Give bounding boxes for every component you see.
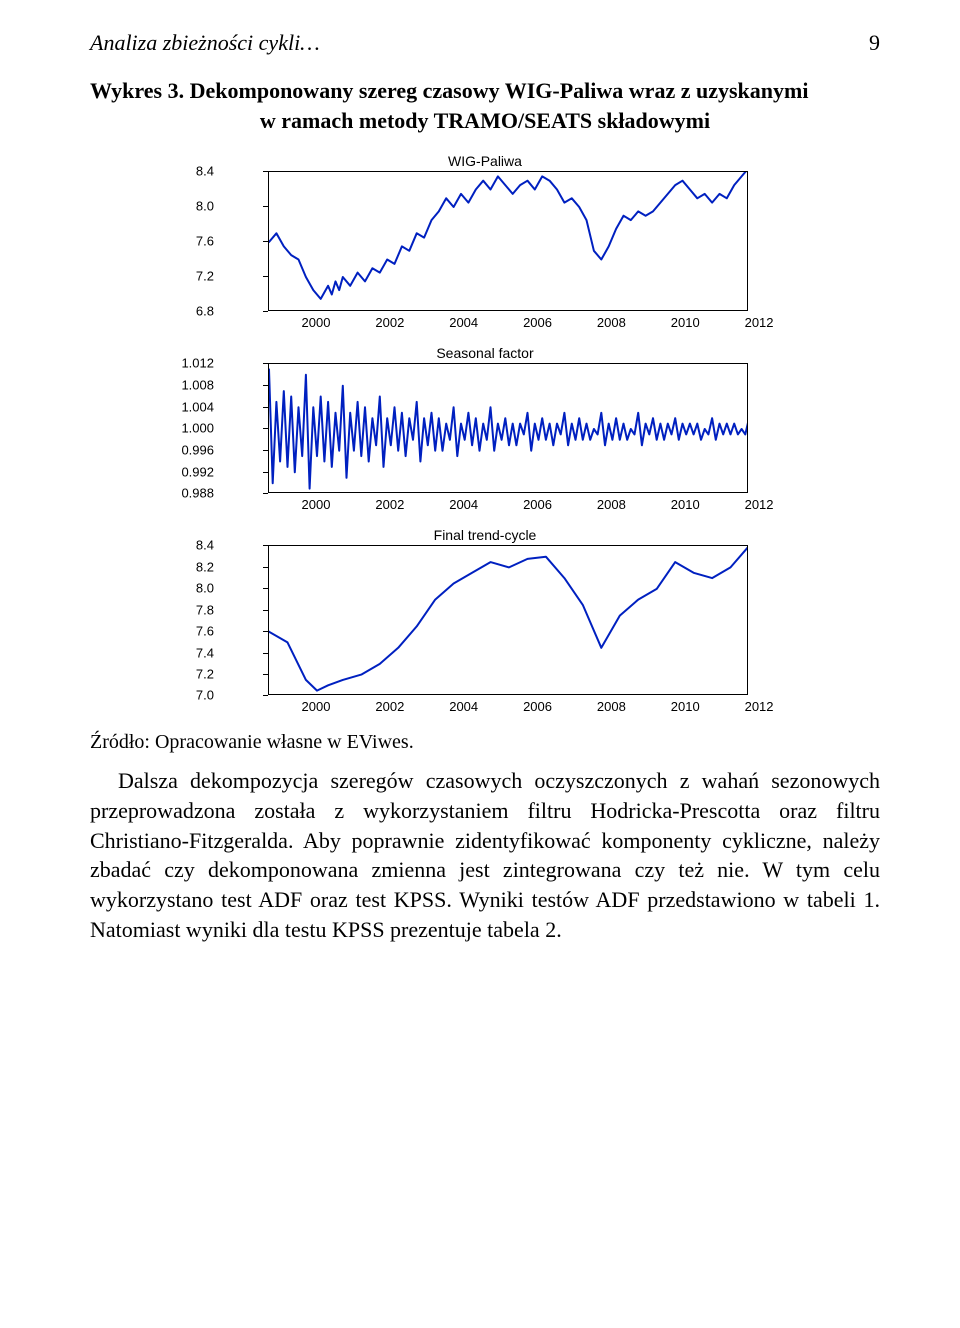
page-number: 9 — [869, 30, 880, 56]
running-title: Analiza zbieżności cykli… — [90, 30, 320, 56]
y-tick-label: 0.992 — [181, 464, 220, 479]
chart-title-3: Final trend-cycle — [220, 527, 750, 543]
chart-panel-seasonal: Seasonal factor 0.9880.9920.9961.0001.00… — [220, 345, 750, 515]
chart-frame-3 — [268, 545, 748, 695]
chart-panel-wig-paliwa: WIG-Paliwa 6.87.27.68.08.4 2000 2002 2004 2… — [220, 153, 750, 333]
x-tick-label: 2012 — [745, 699, 774, 714]
running-header: Analiza zbieżności cykli… 9 — [90, 30, 880, 56]
figure-caption: Wykres 3. Dekomponowany szereg czasowy W… — [90, 76, 880, 135]
y-axis-3: 7.07.27.47.67.88.08.28.4 — [220, 545, 268, 695]
x-tick-label: 2006 — [523, 315, 552, 330]
y-tick-label: 1.004 — [181, 399, 220, 414]
x-axis-1: 2000200220042006200820102012 — [268, 315, 748, 333]
x-tick-label: 2002 — [375, 497, 404, 512]
body-paragraph: Dalsza dekompozycja szeregów czasowych o… — [90, 766, 880, 944]
x-tick-label: 2012 — [745, 315, 774, 330]
x-axis-2: 2000200220042006200820102012 — [268, 497, 748, 515]
chart-panel-trend-cycle: Final trend-cycle 7.07.27.47.67.88.08.28… — [220, 527, 750, 717]
y-tick-label: 0.996 — [181, 443, 220, 458]
x-axis-3: 2000200220042006200820102012 — [268, 699, 748, 717]
y-tick-label: 8.0 — [196, 581, 220, 596]
y-tick-label: 1.000 — [181, 421, 220, 436]
x-tick-label: 2000 — [302, 315, 331, 330]
x-tick-label: 2010 — [671, 699, 700, 714]
x-tick-label: 2012 — [745, 497, 774, 512]
y-tick-label: 0.988 — [181, 486, 220, 501]
chart-title-2: Seasonal factor — [220, 345, 750, 361]
x-tick-label: 2002 — [375, 315, 404, 330]
chart-title-1: WIG-Paliwa — [220, 153, 750, 169]
y-tick-label: 8.2 — [196, 559, 220, 574]
x-tick-label: 2000 — [302, 497, 331, 512]
charts-container: WIG-Paliwa 6.87.27.68.08.4 2000 2002 2004 2… — [220, 153, 750, 717]
y-tick-label: 8.4 — [196, 164, 220, 179]
chart-frame-1 — [268, 171, 748, 311]
x-tick-label: 2004 — [449, 699, 478, 714]
y-tick-label: 7.6 — [196, 234, 220, 249]
x-tick-label: 2006 — [523, 497, 552, 512]
x-tick-label: 2010 — [671, 497, 700, 512]
y-tick-label: 1.008 — [181, 378, 220, 393]
x-tick-label: 2000 — [302, 699, 331, 714]
caption-lead: Wykres 3. — [90, 78, 184, 103]
y-tick-label: 7.2 — [196, 666, 220, 681]
source-line: Źródło: Opracowanie własne w EViwes. — [90, 731, 880, 754]
y-axis-2: 0.9880.9920.9961.0001.0041.0081.012 — [220, 363, 268, 493]
y-axis-1: 6.87.27.68.08.4 — [220, 171, 268, 311]
y-tick-label: 7.0 — [196, 688, 220, 703]
chart-frame-2 — [268, 363, 748, 493]
y-tick-label: 7.6 — [196, 624, 220, 639]
caption-text2: w ramach metody TRAMO/SEATS składowymi — [90, 106, 880, 136]
x-tick-label: 2008 — [597, 497, 626, 512]
x-tick-label: 2010 — [671, 315, 700, 330]
y-tick-label: 7.8 — [196, 602, 220, 617]
y-tick-label: 7.4 — [196, 645, 220, 660]
x-tick-label: 2008 — [597, 699, 626, 714]
y-tick-label: 7.2 — [196, 269, 220, 284]
y-tick-label: 8.4 — [196, 538, 220, 553]
x-tick-label: 2004 — [449, 497, 478, 512]
x-tick-label: 2002 — [375, 699, 404, 714]
x-tick-label: 2006 — [523, 699, 552, 714]
caption-text1: Dekomponowany szereg czasowy WIG-Paliwa … — [190, 78, 809, 103]
y-tick-label: 8.0 — [196, 199, 220, 214]
x-tick-label: 2008 — [597, 315, 626, 330]
x-tick-label: 2004 — [449, 315, 478, 330]
y-tick-label: 1.012 — [181, 356, 220, 371]
y-tick-label: 6.8 — [196, 304, 220, 319]
